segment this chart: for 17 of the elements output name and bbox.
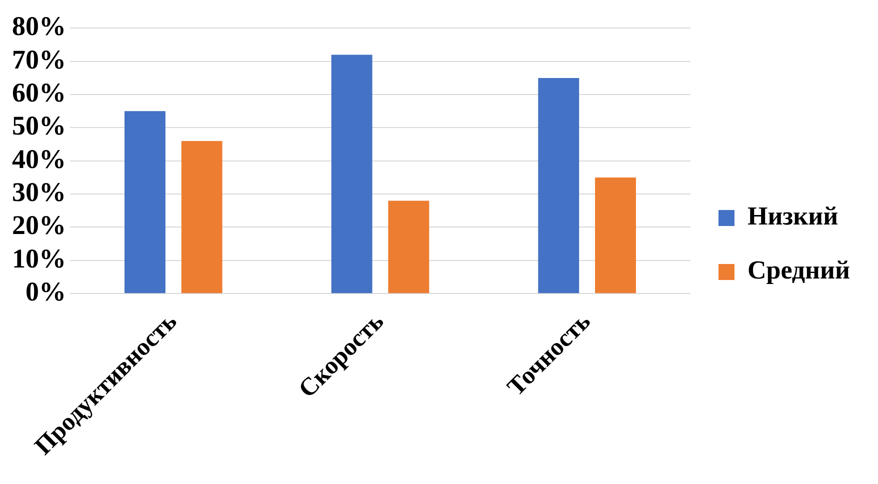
- bar: [538, 78, 580, 294]
- y-tick-label: 40%: [12, 144, 66, 174]
- y-tick-label: 70%: [12, 44, 66, 74]
- bar: [331, 54, 372, 294]
- y-tick-label: 50%: [12, 110, 66, 141]
- bar: [181, 140, 222, 294]
- bar: [388, 200, 430, 294]
- y-tick-label: 20%: [12, 210, 66, 240]
- y-tick-label: 0%: [26, 276, 66, 307]
- bar: [124, 111, 166, 294]
- legend-label: Средний: [747, 256, 850, 285]
- y-tick-label: 10%: [12, 243, 66, 274]
- bar: [595, 177, 636, 294]
- y-tick-label: 80%: [12, 11, 66, 42]
- y-tick-label: 60%: [12, 78, 66, 108]
- legend-label: Низкий: [747, 202, 838, 231]
- y-tick-label: 30%: [12, 177, 66, 208]
